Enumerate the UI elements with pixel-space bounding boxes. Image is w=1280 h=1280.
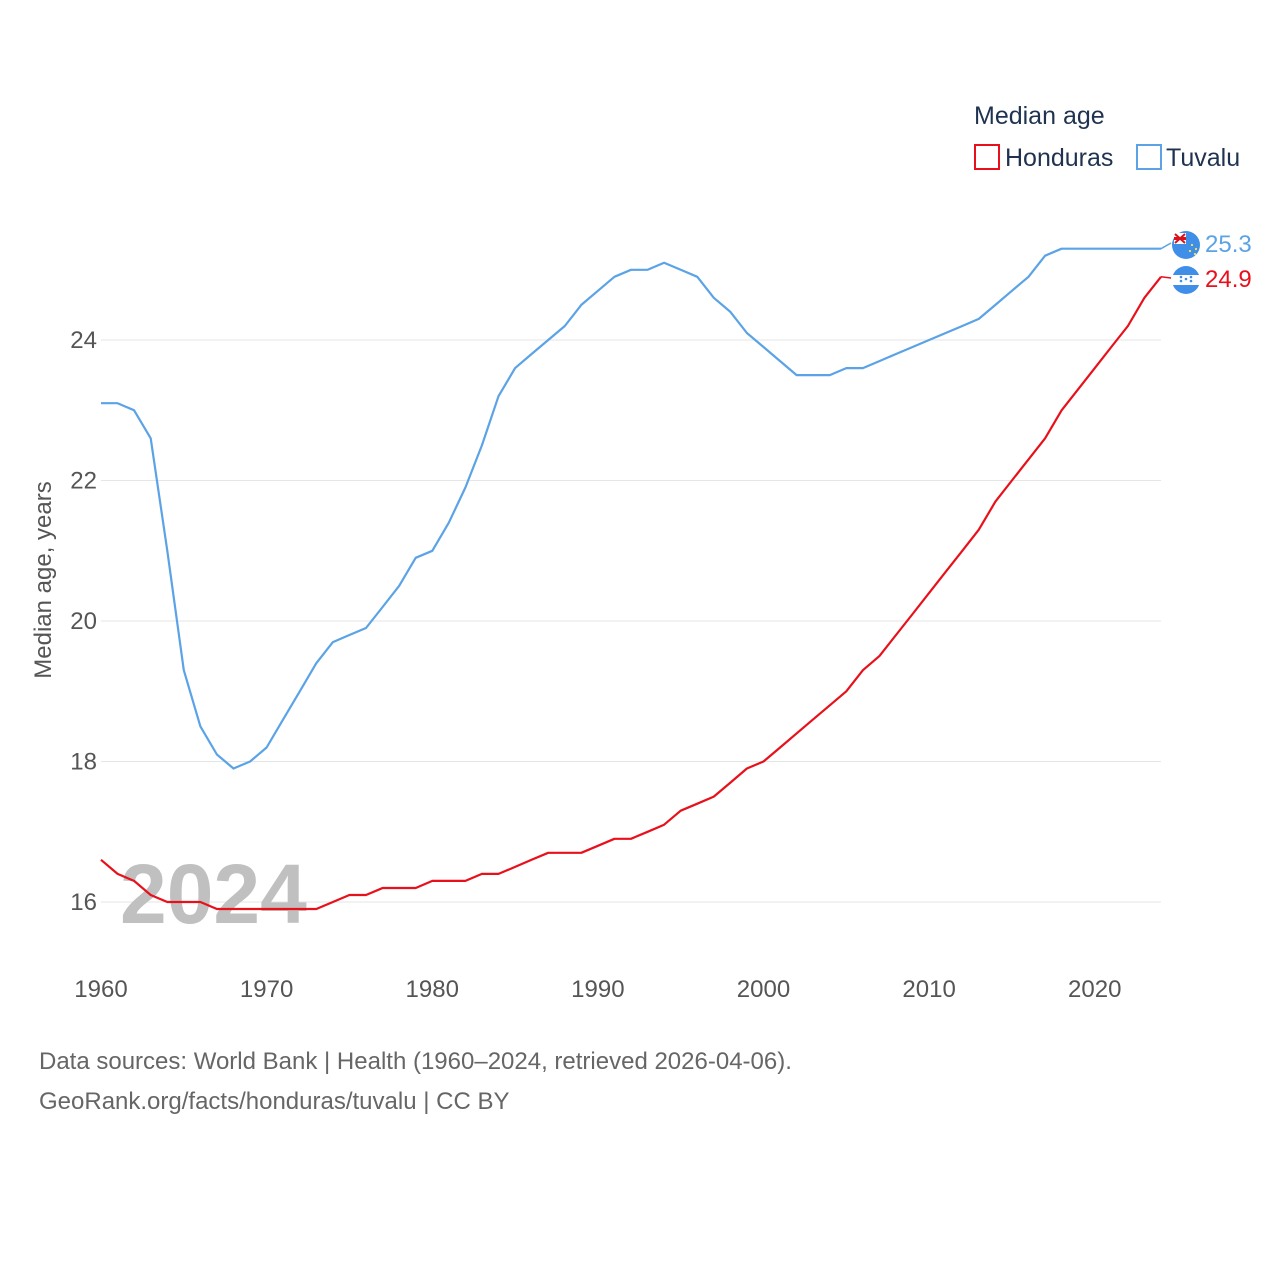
x-tick-label: 1990 [571,976,624,1003]
y-axis-label: Median age, years [30,481,57,678]
honduras-flag-icon [1172,266,1200,294]
x-tick-label: 1980 [406,976,459,1003]
y-tick-label: 22 [70,468,97,495]
x-tick-label: 2010 [902,976,955,1003]
legend-label-honduras: Honduras [1005,144,1113,172]
source-line-1: Data sources: World Bank | Health (1960–… [39,1048,792,1075]
legend-title: Median age [974,102,1105,130]
y-tick-label: 20 [70,608,97,635]
series-lines [100,247,1162,911]
source-note: Data sources: World Bank | Health (1960–… [39,1042,792,1122]
source-line-2[interactable]: GeoRank.org/facts/honduras/tuvalu | CC B… [39,1088,510,1115]
series-line-tuvalu[interactable] [101,247,1161,770]
legend-item-honduras[interactable]: Honduras [974,144,1113,172]
x-tick-label: 2020 [1068,976,1121,1003]
end-labels: 24.9 25.3 [1160,231,1252,294]
legend-item-tuvalu[interactable]: Tuvalu [1136,144,1240,172]
end-connector-honduras [1160,276,1172,279]
end-label-tuvalu: 25.3 [1205,231,1252,258]
x-tick-label: 1960 [74,976,127,1003]
grid-lines [101,339,1161,903]
y-axis-ticks: 16 18 20 22 24 [70,327,97,916]
end-connector-tuvalu [1160,242,1172,250]
x-tick-label: 2000 [737,976,790,1003]
x-tick-label: 1970 [240,976,293,1003]
legend-label-tuvalu: Tuvalu [1166,144,1240,172]
series-line-honduras[interactable] [100,276,1162,911]
y-tick-label: 18 [70,749,97,776]
tuvalu-flag-icon [1172,231,1200,259]
end-label-honduras: 24.9 [1205,266,1252,293]
y-tick-label: 16 [70,889,97,916]
y-tick-label: 24 [70,327,97,354]
legend-swatch-tuvalu [1136,144,1162,170]
x-axis-ticks: 1960 1970 1980 1990 2000 2010 2020 [74,976,1121,1003]
legend: Median age Honduras Tuvalu [974,102,1240,172]
legend-swatch-honduras [974,144,1000,170]
